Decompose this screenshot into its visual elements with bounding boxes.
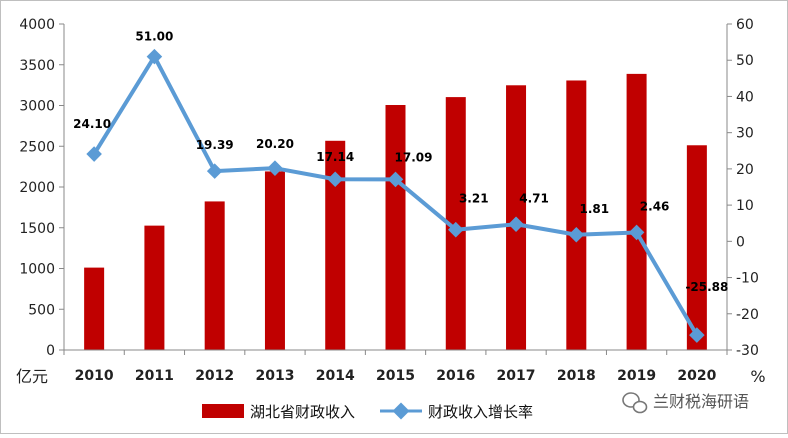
right-tick-label: -30 <box>736 343 759 359</box>
line-data-label: 51.00 <box>135 30 173 44</box>
data-labels: 24.10 51.00 19.39 20.20 17.14 17.09 3.21 4.71 1.… <box>73 30 728 294</box>
x-tick-label: 2018 <box>557 368 596 384</box>
x-tick-label: 2012 <box>195 368 234 384</box>
right-tick-label: 50 <box>736 53 754 69</box>
watermark: 兰财税海研语 <box>622 392 749 414</box>
x-tick-label: 2016 <box>436 368 475 384</box>
x-tick-label: 2013 <box>255 368 294 384</box>
axes: 05001000150020002500300035004000-30-20-1… <box>19 17 759 384</box>
bar <box>84 267 105 350</box>
x-tick-label: 2014 <box>316 368 355 384</box>
left-tick-label: 2000 <box>19 180 55 196</box>
bar <box>325 140 346 350</box>
right-tick-label: 60 <box>736 17 754 33</box>
line-point <box>327 171 344 188</box>
line-data-label: 19.39 <box>196 138 234 152</box>
right-tick-label: -20 <box>736 307 759 323</box>
watermark-text: 兰财税海研语 <box>653 392 749 411</box>
bar-series <box>84 73 707 351</box>
right-tick-label: 20 <box>736 162 754 178</box>
left-tick-label: 4000 <box>19 17 55 33</box>
x-tick-label: 2020 <box>677 368 716 384</box>
left-tick-label: 3500 <box>19 58 55 74</box>
line-point <box>86 146 102 162</box>
x-tick-label: 2010 <box>75 368 114 384</box>
legend-swatch-bar <box>202 404 244 418</box>
bar <box>264 171 285 350</box>
bar <box>385 105 406 350</box>
bar <box>144 225 165 350</box>
line-data-label: -25.88 <box>685 280 728 294</box>
bar <box>566 80 587 351</box>
left-tick-label: 3000 <box>19 99 55 115</box>
bar <box>204 201 225 350</box>
x-tick-label: 2015 <box>376 368 415 384</box>
line-point <box>508 216 524 233</box>
line-point <box>387 171 404 188</box>
bar <box>686 145 707 350</box>
line-point <box>267 160 283 176</box>
line-data-label: 2.46 <box>640 199 670 213</box>
line-data-label: 3.21 <box>459 192 489 206</box>
legend-label-bar: 湖北省财政收入 <box>250 403 355 421</box>
bar <box>626 73 647 351</box>
left-tick-label: 0 <box>46 343 55 359</box>
line-data-label: 17.09 <box>395 150 433 164</box>
left-tick-label: 2500 <box>19 139 55 155</box>
line-point <box>447 221 464 238</box>
line-point <box>628 224 645 241</box>
wechat-icon <box>622 392 648 414</box>
left-tick-label: 1000 <box>19 262 55 278</box>
right-tick-label: 30 <box>736 126 754 142</box>
line-point <box>568 226 585 243</box>
line-point <box>206 163 223 179</box>
line-data-label: 1.81 <box>580 202 610 216</box>
legend-label-line: 财政收入增长率 <box>428 403 533 421</box>
legend: 湖北省财政收入 财政收入增长率 <box>202 402 533 421</box>
right-axis-unit: % <box>750 367 765 386</box>
left-tick-label: 1500 <box>19 221 55 237</box>
line-data-label: 4.71 <box>519 191 549 205</box>
x-tick-label: 2019 <box>617 368 656 384</box>
right-tick-label: 0 <box>736 234 745 250</box>
left-tick-label: 500 <box>28 302 55 318</box>
line-point <box>146 48 163 65</box>
line-data-label: 24.10 <box>73 117 111 131</box>
right-tick-label: 10 <box>736 198 754 214</box>
right-tick-label: -10 <box>736 271 759 287</box>
x-tick-label: 2017 <box>497 368 536 384</box>
right-tick-label: 40 <box>736 89 754 105</box>
line-data-label: 17.14 <box>316 150 354 164</box>
x-tick-label: 2011 <box>135 368 174 384</box>
line-data-label: 20.20 <box>256 137 294 151</box>
legend-marker <box>392 402 410 420</box>
left-axis-unit: 亿元 <box>16 367 48 386</box>
